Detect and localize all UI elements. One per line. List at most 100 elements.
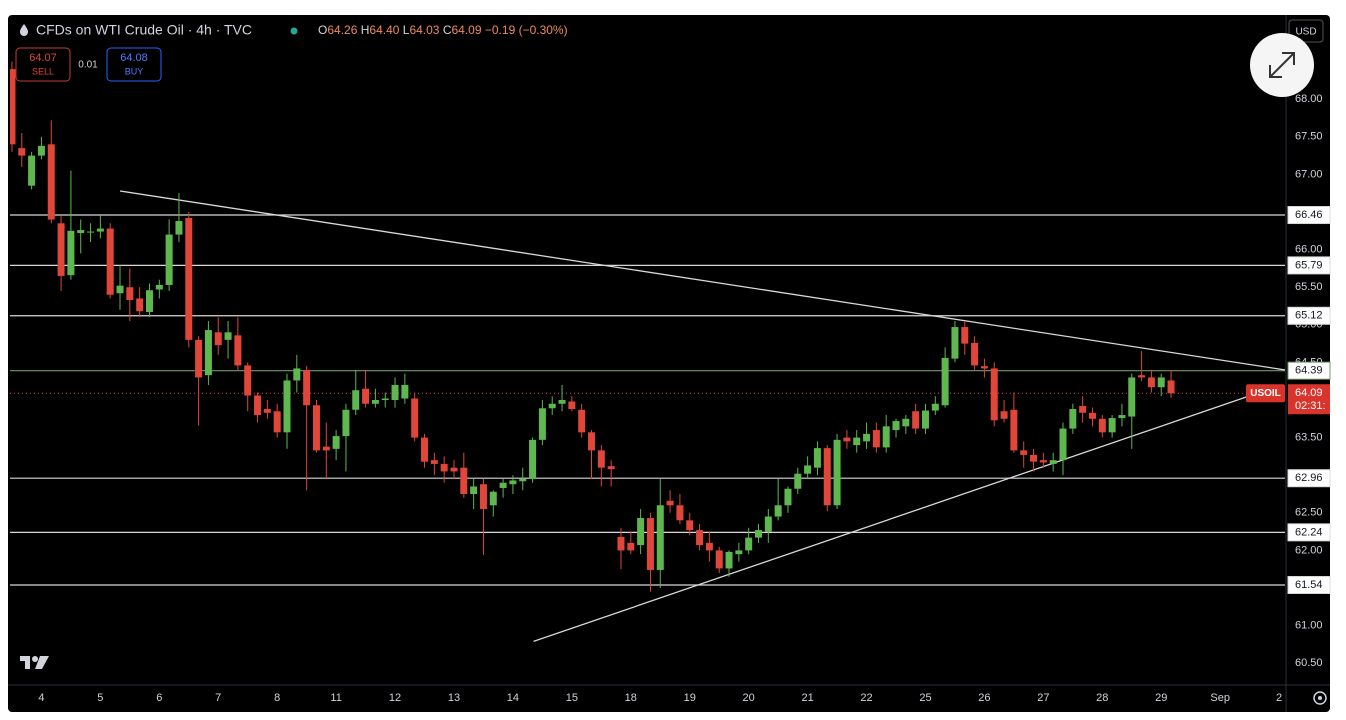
- candle-body: [921, 410, 929, 429]
- candle-body: [401, 384, 409, 399]
- candle-body: [214, 332, 222, 346]
- buy-button[interactable]: 64.08 BUY: [106, 47, 162, 82]
- candle-body: [784, 488, 792, 506]
- candle-body: [499, 482, 507, 488]
- expand-button[interactable]: [1250, 33, 1314, 97]
- plot-area: [10, 61, 1285, 643]
- candle-body: [804, 465, 812, 474]
- candle-body: [912, 411, 920, 429]
- countdown: 02:31:: [1295, 400, 1326, 412]
- ohlc-value: 64.09: [452, 23, 482, 37]
- candle-body: [283, 380, 291, 433]
- buy-button-frame[interactable]: [106, 47, 162, 82]
- candle-body: [1079, 406, 1087, 413]
- candle-body: [10, 69, 16, 145]
- y-tick-label: 63.50: [1295, 432, 1323, 444]
- expand-icon[interactable]: [1269, 52, 1295, 78]
- candle-body: [843, 437, 851, 442]
- y-tick-label: 65.50: [1295, 281, 1323, 293]
- candle-body: [892, 421, 900, 431]
- candle-body: [961, 327, 969, 344]
- x-tick-label: 28: [1096, 692, 1108, 704]
- candle-body: [352, 390, 360, 410]
- last-price-label: 64.09: [1295, 387, 1323, 399]
- buy-price[interactable]: 64.08: [120, 52, 148, 64]
- candle-body: [1157, 377, 1165, 388]
- buy-label[interactable]: BUY: [125, 66, 144, 76]
- candle-body: [332, 436, 340, 449]
- settings-button[interactable]: [1313, 691, 1327, 705]
- candle-body: [1108, 418, 1116, 433]
- candle-body: [715, 550, 723, 569]
- candle-body: [106, 228, 114, 295]
- candle-body: [686, 520, 694, 531]
- logo-part: [20, 656, 30, 669]
- candle-body: [430, 460, 438, 464]
- candle-body: [273, 411, 281, 433]
- level-label: 66.46: [1295, 209, 1323, 221]
- candle-body: [833, 439, 841, 506]
- candle-body: [529, 439, 537, 479]
- candle-body: [411, 398, 419, 438]
- candle-body: [764, 516, 772, 532]
- x-tick-label: 29: [1155, 692, 1167, 704]
- candle-body: [1039, 460, 1047, 463]
- candle-body: [362, 388, 370, 404]
- candle-body: [607, 466, 615, 470]
- ohlc-label: H: [361, 23, 370, 37]
- settings-icon[interactable]: [1313, 691, 1327, 705]
- candle-body: [37, 145, 45, 156]
- level-label-box: [1287, 306, 1331, 325]
- candle-body: [1010, 409, 1018, 451]
- candle-body: [1088, 412, 1096, 419]
- candle-body: [735, 550, 743, 555]
- currency-box[interactable]: [1288, 19, 1324, 43]
- sell-price[interactable]: 64.07: [29, 52, 57, 64]
- market-status-dot: [290, 27, 298, 35]
- symbol-tag-box: [1246, 384, 1285, 403]
- candle-body: [47, 144, 55, 220]
- candle-body: [794, 473, 802, 489]
- candle-body: [617, 536, 625, 551]
- candle-body: [204, 330, 212, 376]
- currency[interactable]: USD: [1295, 27, 1316, 38]
- x-tick-label: 11: [330, 692, 341, 704]
- candle-body: [116, 285, 124, 294]
- sell-button-frame[interactable]: [15, 47, 71, 82]
- x-tick-label: 22: [860, 692, 872, 704]
- candle-body: [980, 366, 988, 369]
- candle-body: [853, 437, 861, 446]
- level-label-box: [1287, 361, 1331, 380]
- candle-body: [538, 408, 546, 440]
- candle-body: [165, 234, 173, 285]
- x-tick-label: 19: [684, 692, 696, 704]
- x-tick-label: 18: [625, 692, 637, 704]
- x-tick-label: Sep: [1210, 692, 1230, 704]
- sell-button[interactable]: 64.07 SELL: [15, 47, 71, 82]
- x-tick-label: 20: [743, 692, 755, 704]
- trendline: [533, 394, 1251, 643]
- settings-icon[interactable]: [1318, 696, 1322, 700]
- candle-body: [1167, 380, 1175, 394]
- sell-label[interactable]: SELL: [32, 66, 54, 76]
- level-label-box: [1287, 206, 1331, 225]
- candle-body: [637, 518, 645, 546]
- candle-body: [882, 426, 890, 448]
- candle-body: [902, 418, 910, 427]
- candle-body: [460, 467, 468, 495]
- symbol-icon: [20, 24, 28, 36]
- candle-body: [646, 518, 654, 570]
- candle-body: [155, 284, 163, 290]
- candle-body: [136, 298, 144, 312]
- candle-body: [1020, 450, 1028, 455]
- level-label: 62.24: [1295, 526, 1323, 538]
- ohlc-label: L: [403, 23, 410, 37]
- candle-body: [656, 505, 664, 570]
- candle-body: [470, 486, 478, 495]
- candle-body: [224, 332, 232, 340]
- chart-background: [8, 15, 1330, 712]
- candle-body: [558, 400, 566, 404]
- candle-body: [1147, 377, 1155, 388]
- candle-body: [754, 530, 762, 538]
- x-tick-label: 5: [97, 692, 103, 704]
